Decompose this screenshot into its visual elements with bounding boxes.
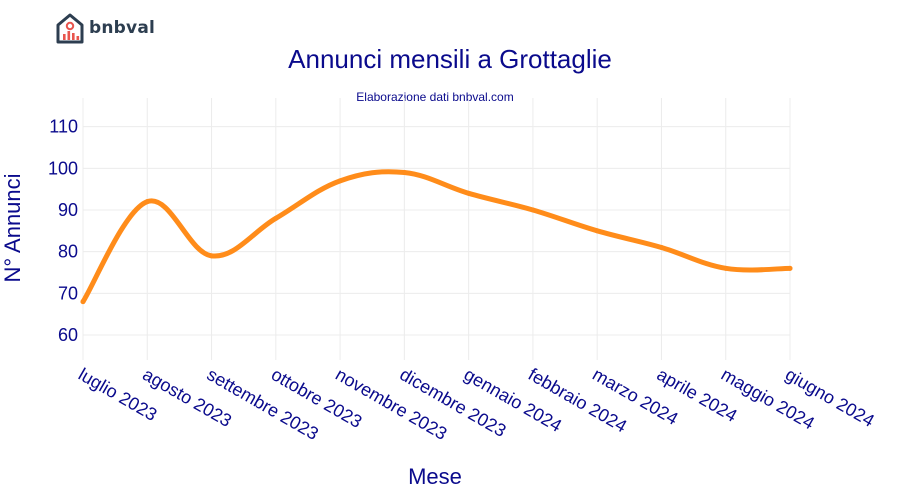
y-tick-label: 70: [58, 283, 78, 303]
x-tick-label: novembre 2023: [332, 364, 450, 444]
data-point: [273, 215, 279, 221]
data-point: [658, 245, 664, 250]
x-axis-title: Mese: [408, 464, 462, 489]
data-point: [787, 265, 793, 271]
y-tick-label: 90: [58, 200, 78, 220]
y-tick-label: 60: [58, 325, 78, 345]
y-axis-ticks: 60 70 80 90 100 110: [48, 117, 78, 345]
x-tick-label: settembre 2023: [204, 364, 322, 444]
data-point: [530, 207, 536, 213]
data-point: [401, 170, 407, 175]
data-point: [337, 178, 343, 184]
data-point: [144, 199, 150, 205]
data-point: [80, 299, 86, 305]
data-point: [209, 253, 215, 259]
chart-grid: [82, 98, 791, 360]
chart-title: Annunci mensili a Grottaglie: [288, 44, 612, 74]
series-points: [80, 170, 793, 305]
y-tick-label: 100: [48, 158, 78, 178]
data-point: [723, 265, 729, 271]
data-point: [594, 228, 600, 234]
house-chart-icon: [56, 13, 84, 44]
brand-name: bnbval: [89, 18, 156, 38]
y-axis-title: N° Annunci: [0, 173, 25, 282]
chart-subtitle: Elaborazione dati bnbval.com: [356, 90, 514, 104]
y-tick-label: 80: [58, 242, 78, 262]
series-line: [80, 169, 793, 305]
brand-logo: bnbval: [55, 12, 155, 44]
y-tick-label: 110: [49, 117, 78, 137]
data-point: [466, 190, 472, 196]
